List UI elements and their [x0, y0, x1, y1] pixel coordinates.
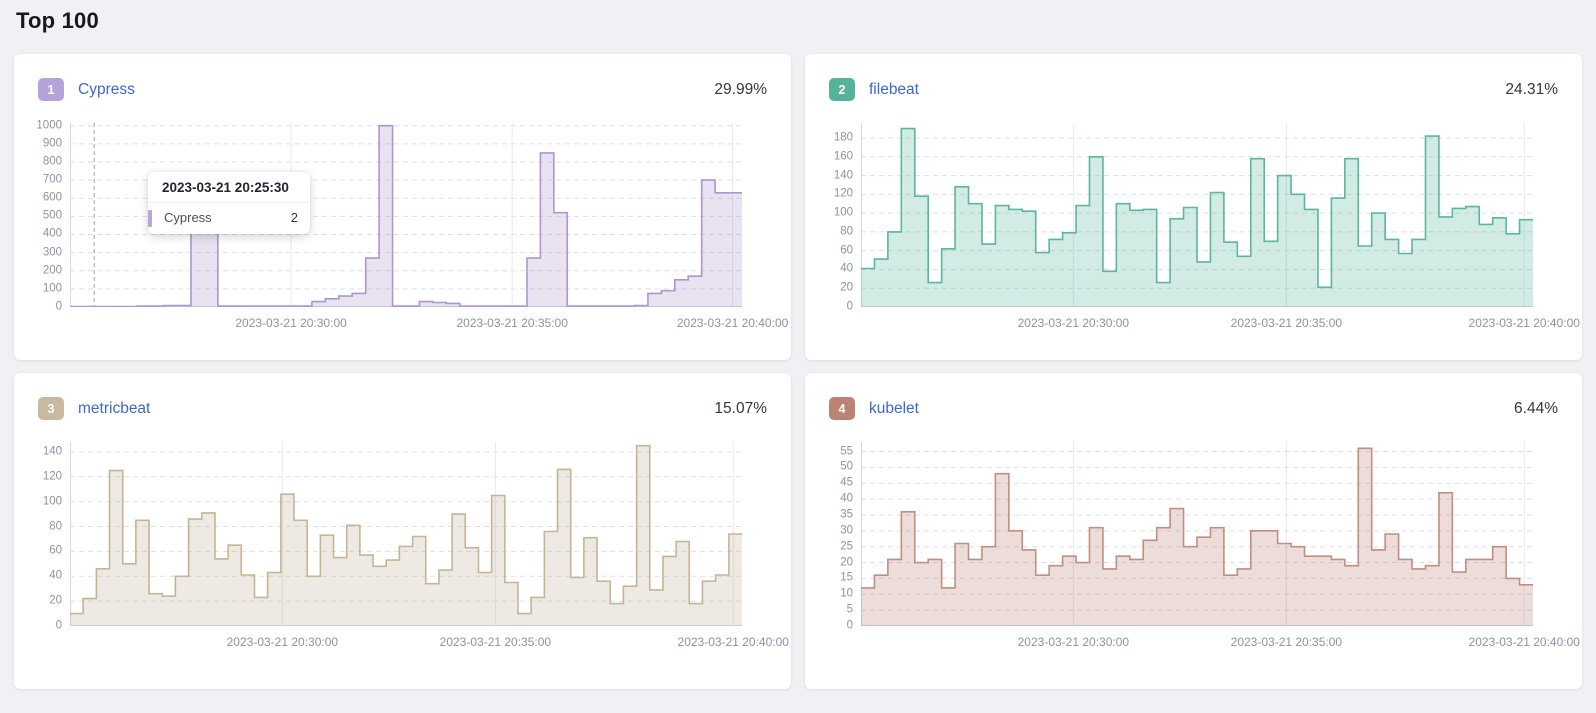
chart-card-filebeat: 2 filebeat 24.31% 0 20 40 60 80 100 120 140 160 1…: [805, 54, 1582, 360]
rank-badge: 3: [38, 397, 64, 420]
card-header: 2 filebeat 24.31%: [829, 78, 1558, 101]
x-tick-label: 2023-03-21 20:30:00: [235, 316, 347, 330]
page-title: Top 100: [16, 8, 99, 33]
x-tick-label: 2023-03-21 20:40:00: [1468, 316, 1580, 330]
share-percent: 6.44%: [1514, 399, 1558, 417]
series-link-cypress[interactable]: Cypress: [78, 80, 135, 98]
y-tick-label: 160: [833, 150, 853, 163]
y-tick-label: 120: [833, 187, 853, 200]
y-tick-label: 5: [846, 603, 853, 616]
y-tick-label: 400: [42, 227, 62, 240]
y-tick-label: 200: [42, 263, 62, 276]
y-tick-label: 120: [42, 470, 62, 483]
y-tick-label: 140: [833, 168, 853, 181]
y-tick-label: 10: [840, 587, 853, 600]
y-tick-label: 55: [840, 444, 853, 457]
series-link-filebeat[interactable]: filebeat: [869, 80, 919, 98]
y-tick-label: 30: [840, 524, 853, 537]
x-tick-label: 2023-03-21 20:40:00: [676, 316, 789, 330]
x-axis-labels: 2023-03-21 20:30:00 2023-03-21 20:35:00 20…: [861, 635, 1580, 653]
x-axis-labels: 2023-03-21 20:30:00 2023-03-21 20:35:00 20…: [70, 635, 789, 653]
area-chart-filebeat[interactable]: [861, 123, 1533, 307]
y-tick-label: 80: [49, 519, 62, 532]
chart-grid: 1 Cypress 29.99% 0 100 200 300 400 500 600 700 8…: [14, 54, 1582, 689]
chart-card-kubelet: 4 kubelet 6.44% 0 5 10 15 20 25 30 35 40 45 50 55 2…: [805, 373, 1582, 689]
y-tick-label: 0: [846, 300, 853, 313]
x-tick-label: 2023-03-21 20:35:00: [439, 635, 552, 649]
chart-card-cypress: 1 Cypress 29.99% 0 100 200 300 400 500 600 700 8…: [14, 54, 791, 360]
chart-area: 0 5 10 15 20 25 30 35 40 45 50 55: [821, 442, 1566, 631]
chart-card-metricbeat: 3 metricbeat 15.07% 0 20 40 60 80 100 120 140 2…: [14, 373, 791, 689]
y-tick-label: 60: [49, 544, 62, 557]
series-color-marker: [148, 210, 152, 227]
y-tick-label: 500: [42, 209, 62, 222]
y-tick-label: 180: [833, 131, 853, 144]
area-chart-metricbeat[interactable]: [70, 442, 742, 626]
chart-area: 0 20 40 60 80 100 120 140 160 180: [821, 123, 1566, 312]
card-header: 3 metricbeat 15.07%: [38, 397, 767, 420]
y-tick-label: 45: [840, 476, 853, 489]
y-tick-label: 25: [840, 539, 853, 552]
rank-badge: 2: [829, 78, 855, 101]
y-tick-label: 20: [840, 281, 853, 294]
y-tick-label: 40: [840, 492, 853, 505]
share-percent: 15.07%: [714, 399, 767, 417]
x-tick-label: 2023-03-21 20:30:00: [1017, 635, 1130, 649]
rank-badge: 1: [38, 78, 64, 101]
y-tick-label: 700: [42, 173, 62, 186]
y-tick-label: 1000: [36, 118, 62, 131]
y-tick-label: 60: [840, 243, 853, 256]
y-axis-labels: 0 20 40 60 80 100 120 140 160 180: [821, 123, 861, 312]
y-tick-label: 40: [840, 262, 853, 275]
y-tick-label: 15: [840, 571, 853, 584]
rank-badge: 4: [829, 397, 855, 420]
tooltip-series-name: Cypress: [164, 210, 212, 225]
y-tick-label: 80: [840, 225, 853, 238]
x-tick-label: 2023-03-21 20:35:00: [1230, 635, 1343, 649]
y-tick-label: 300: [42, 245, 62, 258]
y-tick-label: 0: [55, 619, 62, 632]
x-tick-label: 2023-03-21 20:35:00: [1230, 316, 1343, 330]
card-header: 4 kubelet 6.44%: [829, 397, 1558, 420]
y-axis-labels: 0 100 200 300 400 500 600 700 800 900 1000: [30, 118, 70, 311]
x-tick-label: 2023-03-21 20:35:00: [456, 316, 568, 330]
chart-tooltip: 2023-03-21 20:25:30 Cypress 2: [148, 172, 310, 234]
x-axis-labels: 2023-03-21 20:30:00 2023-03-21 20:35:00 20…: [861, 316, 1580, 334]
x-tick-label: 2023-03-21 20:30:00: [1017, 316, 1130, 330]
chart-area: 0 100 200 300 400 500 600 700 800 900 1000: [30, 118, 775, 312]
area-chart-kubelet[interactable]: [861, 442, 1533, 626]
y-axis-labels: 0 20 40 60 80 100 120 140: [30, 442, 70, 631]
series-link-metricbeat[interactable]: metricbeat: [78, 399, 151, 417]
y-axis-labels: 0 5 10 15 20 25 30 35 40 45 50 55: [821, 442, 861, 631]
y-tick-label: 0: [55, 300, 62, 313]
tooltip-value: 2: [290, 210, 298, 225]
y-tick-label: 140: [42, 445, 62, 458]
y-tick-label: 100: [42, 494, 62, 507]
y-tick-label: 800: [42, 155, 62, 168]
x-axis-labels: 2023-03-21 20:30:00 2023-03-21 20:35:00 20…: [70, 316, 788, 334]
x-tick-label: 2023-03-21 20:40:00: [677, 635, 789, 649]
tooltip-timestamp: 2023-03-21 20:25:30: [148, 180, 310, 203]
chart-area: 0 20 40 60 80 100 120 140: [30, 442, 775, 631]
share-percent: 24.31%: [1505, 80, 1558, 98]
y-tick-label: 0: [846, 619, 853, 632]
x-tick-label: 2023-03-21 20:40:00: [1468, 635, 1580, 649]
y-tick-label: 40: [49, 569, 62, 582]
series-link-kubelet[interactable]: kubelet: [869, 399, 919, 417]
tooltip-series-row: Cypress 2: [148, 203, 310, 234]
card-header: 1 Cypress 29.99%: [38, 78, 767, 101]
y-tick-label: 900: [42, 137, 62, 150]
y-tick-label: 35: [840, 508, 853, 521]
dashboard-page: Top 100 1 Cypress 29.99% 0 100 200 300 400 50…: [14, 8, 1582, 689]
y-tick-label: 20: [840, 555, 853, 568]
share-percent: 29.99%: [714, 80, 767, 98]
y-tick-label: 50: [840, 460, 853, 473]
y-tick-label: 20: [49, 594, 62, 607]
x-tick-label: 2023-03-21 20:30:00: [226, 635, 339, 649]
y-tick-label: 100: [42, 282, 62, 295]
y-tick-label: 600: [42, 191, 62, 204]
y-tick-label: 100: [833, 206, 853, 219]
